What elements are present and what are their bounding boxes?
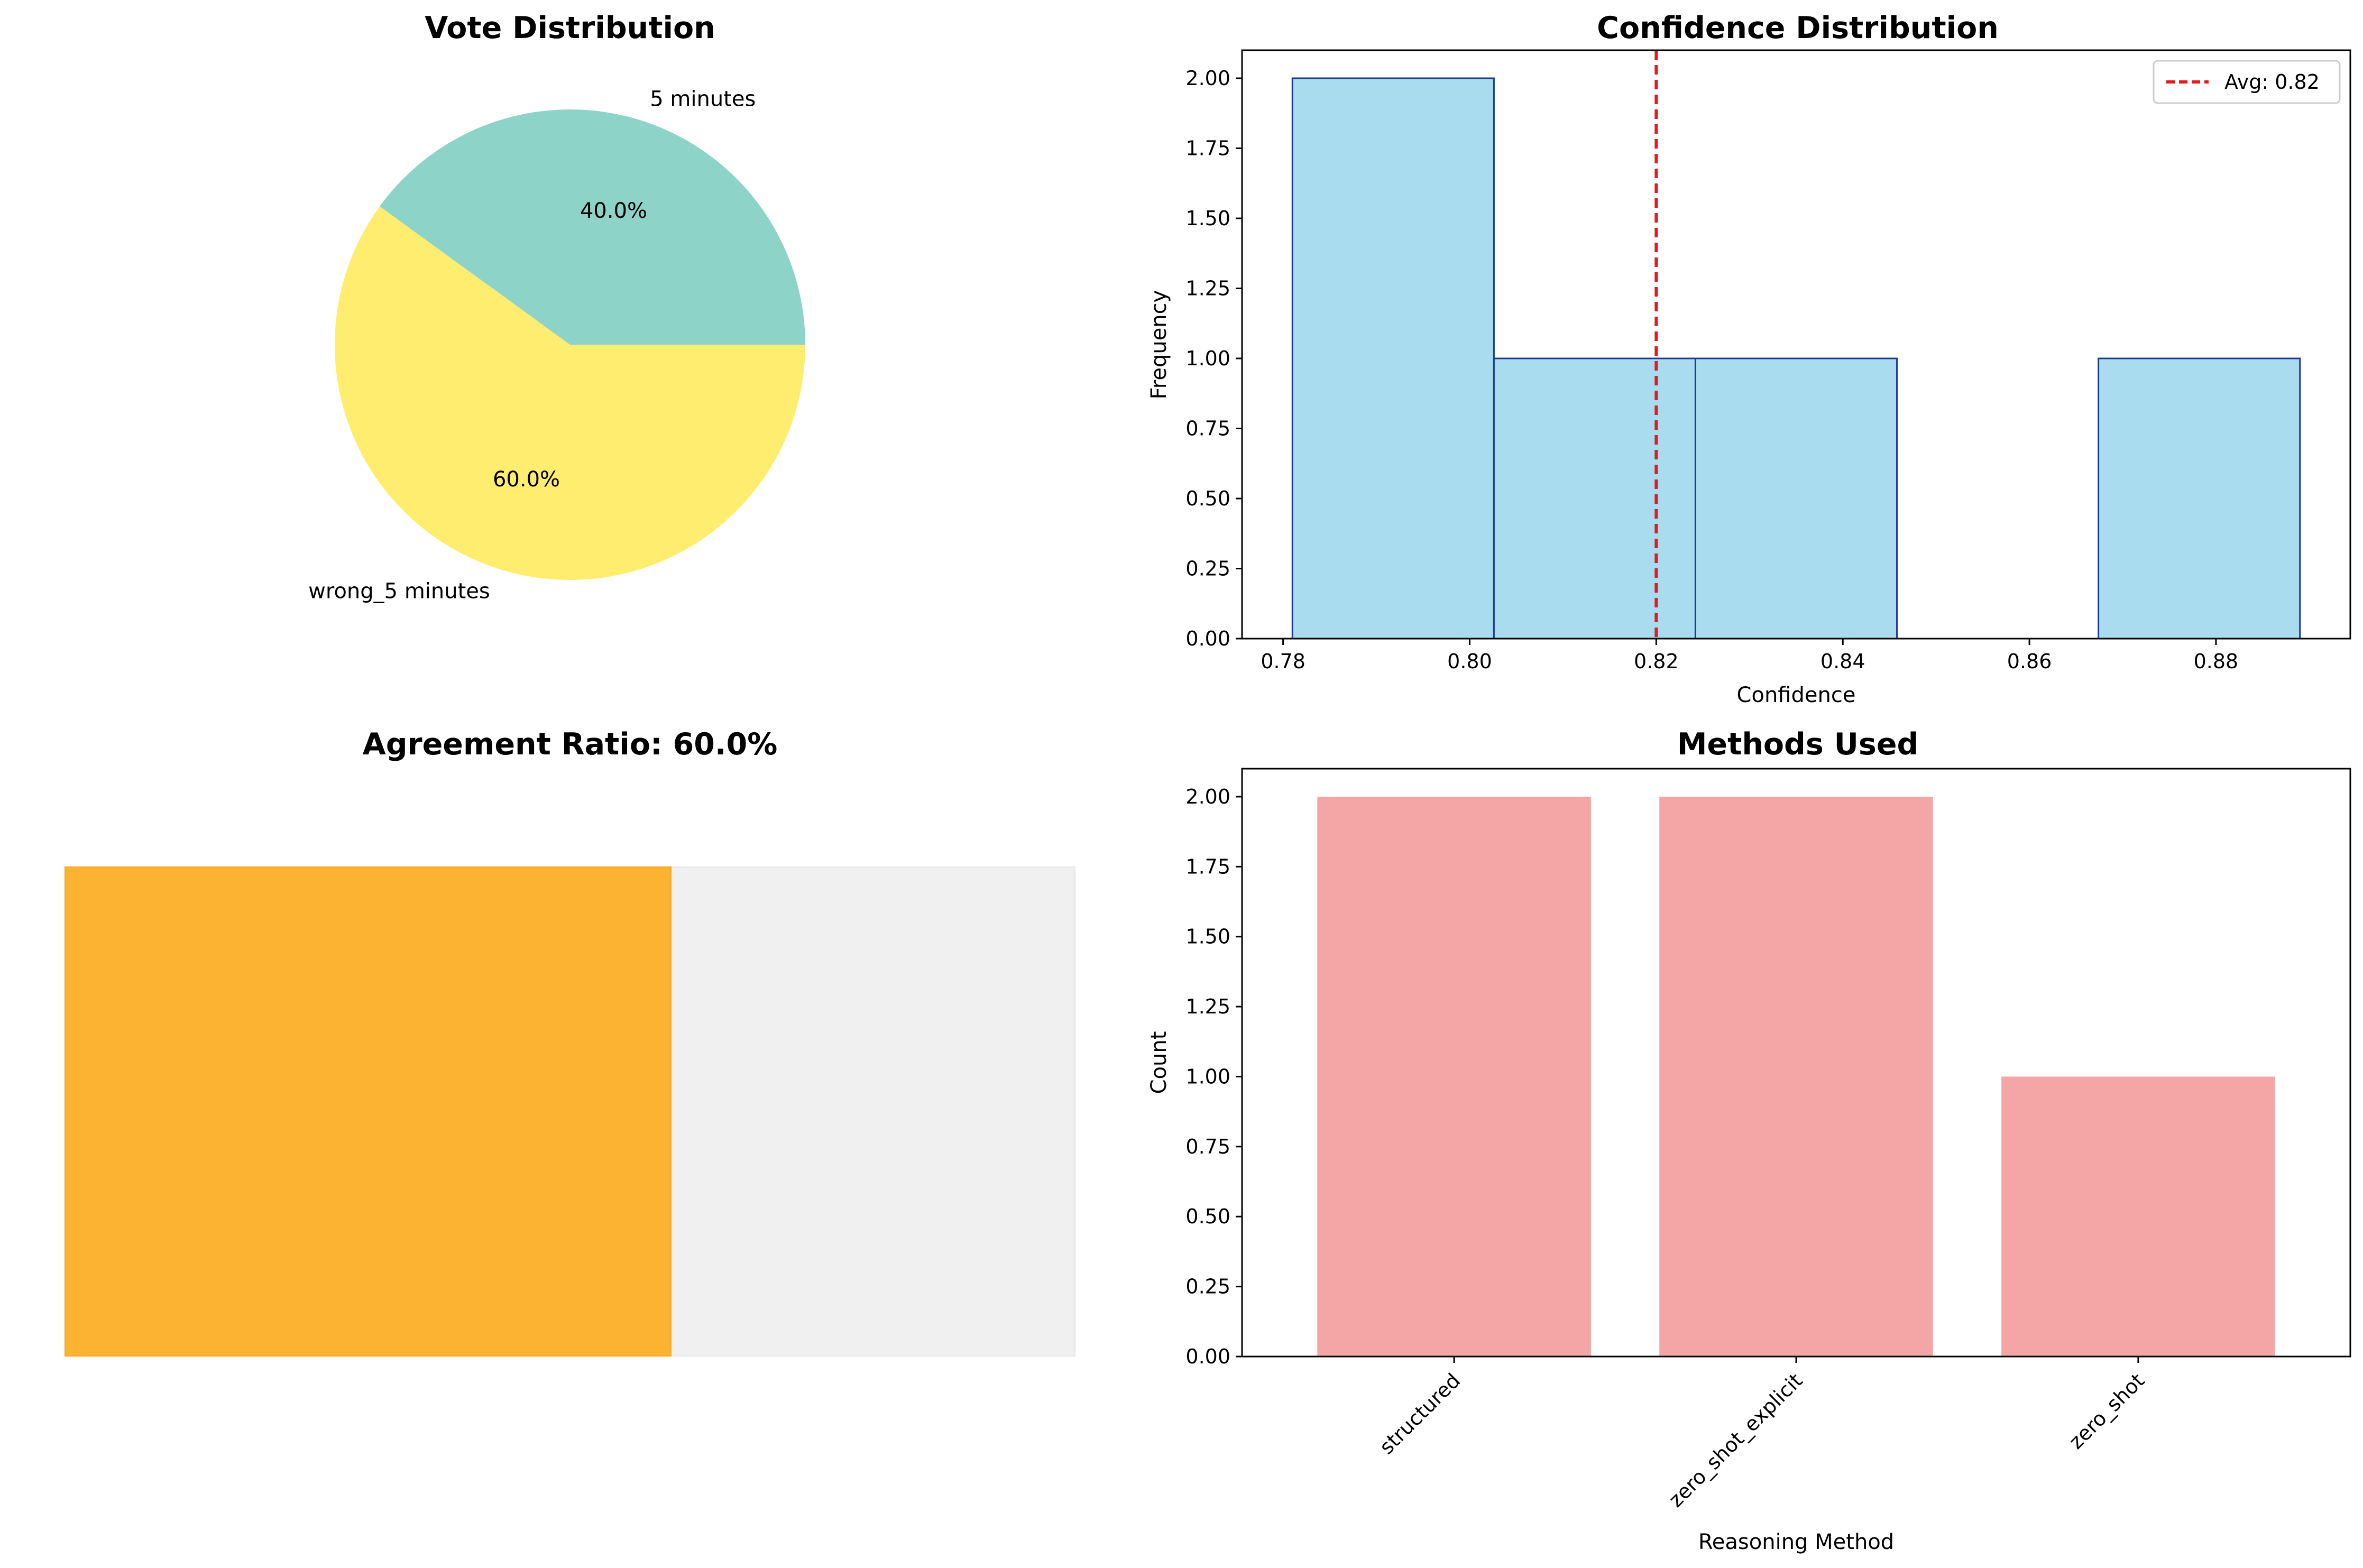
vote-distribution-title: Vote Distribution <box>425 11 715 45</box>
confidence-distribution-title: Confidence Distribution <box>1597 11 1999 45</box>
histogram-x-tick-label: 0.80 <box>1447 650 1492 673</box>
methods-bar-0 <box>1317 796 1591 1357</box>
histogram-y-axis-label: Frequency <box>1147 290 1171 400</box>
methods-y-tick-label: 1.25 <box>1185 995 1230 1018</box>
pie-category-label-0: 5 minutes <box>650 87 756 111</box>
methods-y-tick-label: 1.50 <box>1185 925 1230 948</box>
histogram-x-tick-label: 0.82 <box>1634 650 1679 673</box>
methods-y-tick-label: 0.25 <box>1185 1275 1230 1298</box>
histogram-bar-0 <box>1291 77 1495 640</box>
histogram-x-tick-label: 0.86 <box>2007 650 2052 673</box>
histogram-y-tick-label: 1.50 <box>1185 207 1230 230</box>
histogram-bar-4 <box>2098 357 2301 640</box>
histogram-x-tick-label: 0.78 <box>1261 650 1305 673</box>
vote-distribution-panel: Vote Distribution 40.0% 5 minutes 60.0% wro… <box>308 11 805 604</box>
pie-percent-label-0: 40.0% <box>580 199 647 223</box>
methods-y-tick-label: 0.00 <box>1185 1345 1230 1368</box>
agreement-ratio-title: Agreement Ratio: 60.0% <box>363 727 778 762</box>
histogram-y-tick-label: 1.75 <box>1185 137 1230 160</box>
histogram-y-tick-label: 0.25 <box>1185 557 1230 580</box>
methods-x-axis-label: Reasoning Method <box>1698 1530 1894 1554</box>
pie-slice-0 <box>379 109 805 345</box>
methods-used-title: Methods Used <box>1677 727 1919 762</box>
histogram-x-tick-label: 0.88 <box>2194 650 2239 673</box>
histogram-legend: Avg: 0.82 <box>2153 60 2341 104</box>
agreement-ratio-panel: Agreement Ratio: 60.0% <box>65 727 1075 1357</box>
methods-y-tick-label: 1.75 <box>1185 855 1230 878</box>
histogram-axes-frame <box>1241 49 2351 640</box>
histogram-y-tick-label: 0.50 <box>1185 487 1230 510</box>
histogram-y-tick-label: 0.00 <box>1185 627 1230 650</box>
methods-y-ticks: 0.00 0.25 0.50 0.75 1.00 1.25 1.50 1.75 2.00 <box>1185 785 1242 1368</box>
agreement-fill <box>65 866 672 1357</box>
histogram-bars <box>1291 77 2301 640</box>
pie-slices <box>335 109 805 580</box>
methods-y-tick-label: 0.75 <box>1185 1135 1230 1158</box>
methods-x-tick-label: structured <box>1375 1369 1465 1459</box>
methods-y-tick-label: 2.00 <box>1185 785 1230 808</box>
histogram-bar-2 <box>1694 357 1898 640</box>
methods-x-tick-label: zero_shot <box>2064 1369 2149 1453</box>
pie-percent-label-1: 60.0% <box>493 467 560 492</box>
methods-bar-2 <box>2001 1076 2275 1357</box>
confidence-distribution-panel: Confidence Distribution 0.78 0.80 0.82 0.84… <box>1147 11 2351 707</box>
methods-y-tick-label: 0.50 <box>1185 1205 1230 1228</box>
methods-bars <box>1317 796 2275 1357</box>
legend-box <box>2153 60 2341 104</box>
histogram-y-tick-label: 1.25 <box>1185 277 1230 300</box>
histogram-x-axis-label: Confidence <box>1737 683 1856 707</box>
histogram-x-tick-label: 0.84 <box>1820 650 1865 673</box>
histogram-bar-1 <box>1493 357 1696 640</box>
methods-y-tick-label: 1.00 <box>1185 1065 1230 1088</box>
methods-bar-1 <box>1659 796 1933 1357</box>
methods-y-axis-label: Count <box>1147 1031 1171 1094</box>
pie-labels: 40.0% 5 minutes 60.0% wrong_5 minutes <box>308 87 756 603</box>
pie-category-label-1: wrong_5 minutes <box>308 579 490 604</box>
methods-x-ticks: structured zero_shot_explicit zero_shot <box>1375 1357 2149 1511</box>
methods-x-tick-label: zero_shot_explicit <box>1664 1369 1807 1511</box>
pie-slice-1 <box>335 206 805 580</box>
histogram-x-ticks: 0.78 0.80 0.82 0.84 0.86 0.88 <box>1261 639 2238 673</box>
histogram-y-tick-label: 1.00 <box>1185 347 1230 370</box>
histogram-y-tick-label: 0.75 <box>1185 417 1230 440</box>
methods-used-panel: Methods Used structured zero_shot_explici… <box>1147 727 2351 1554</box>
legend-avg-label: Avg: 0.82 <box>2224 70 2320 94</box>
histogram-y-ticks: 0.00 0.25 0.50 0.75 1.00 1.25 1.50 1.75 2.00 <box>1185 67 1242 650</box>
histogram-y-tick-label: 2.00 <box>1185 67 1230 90</box>
